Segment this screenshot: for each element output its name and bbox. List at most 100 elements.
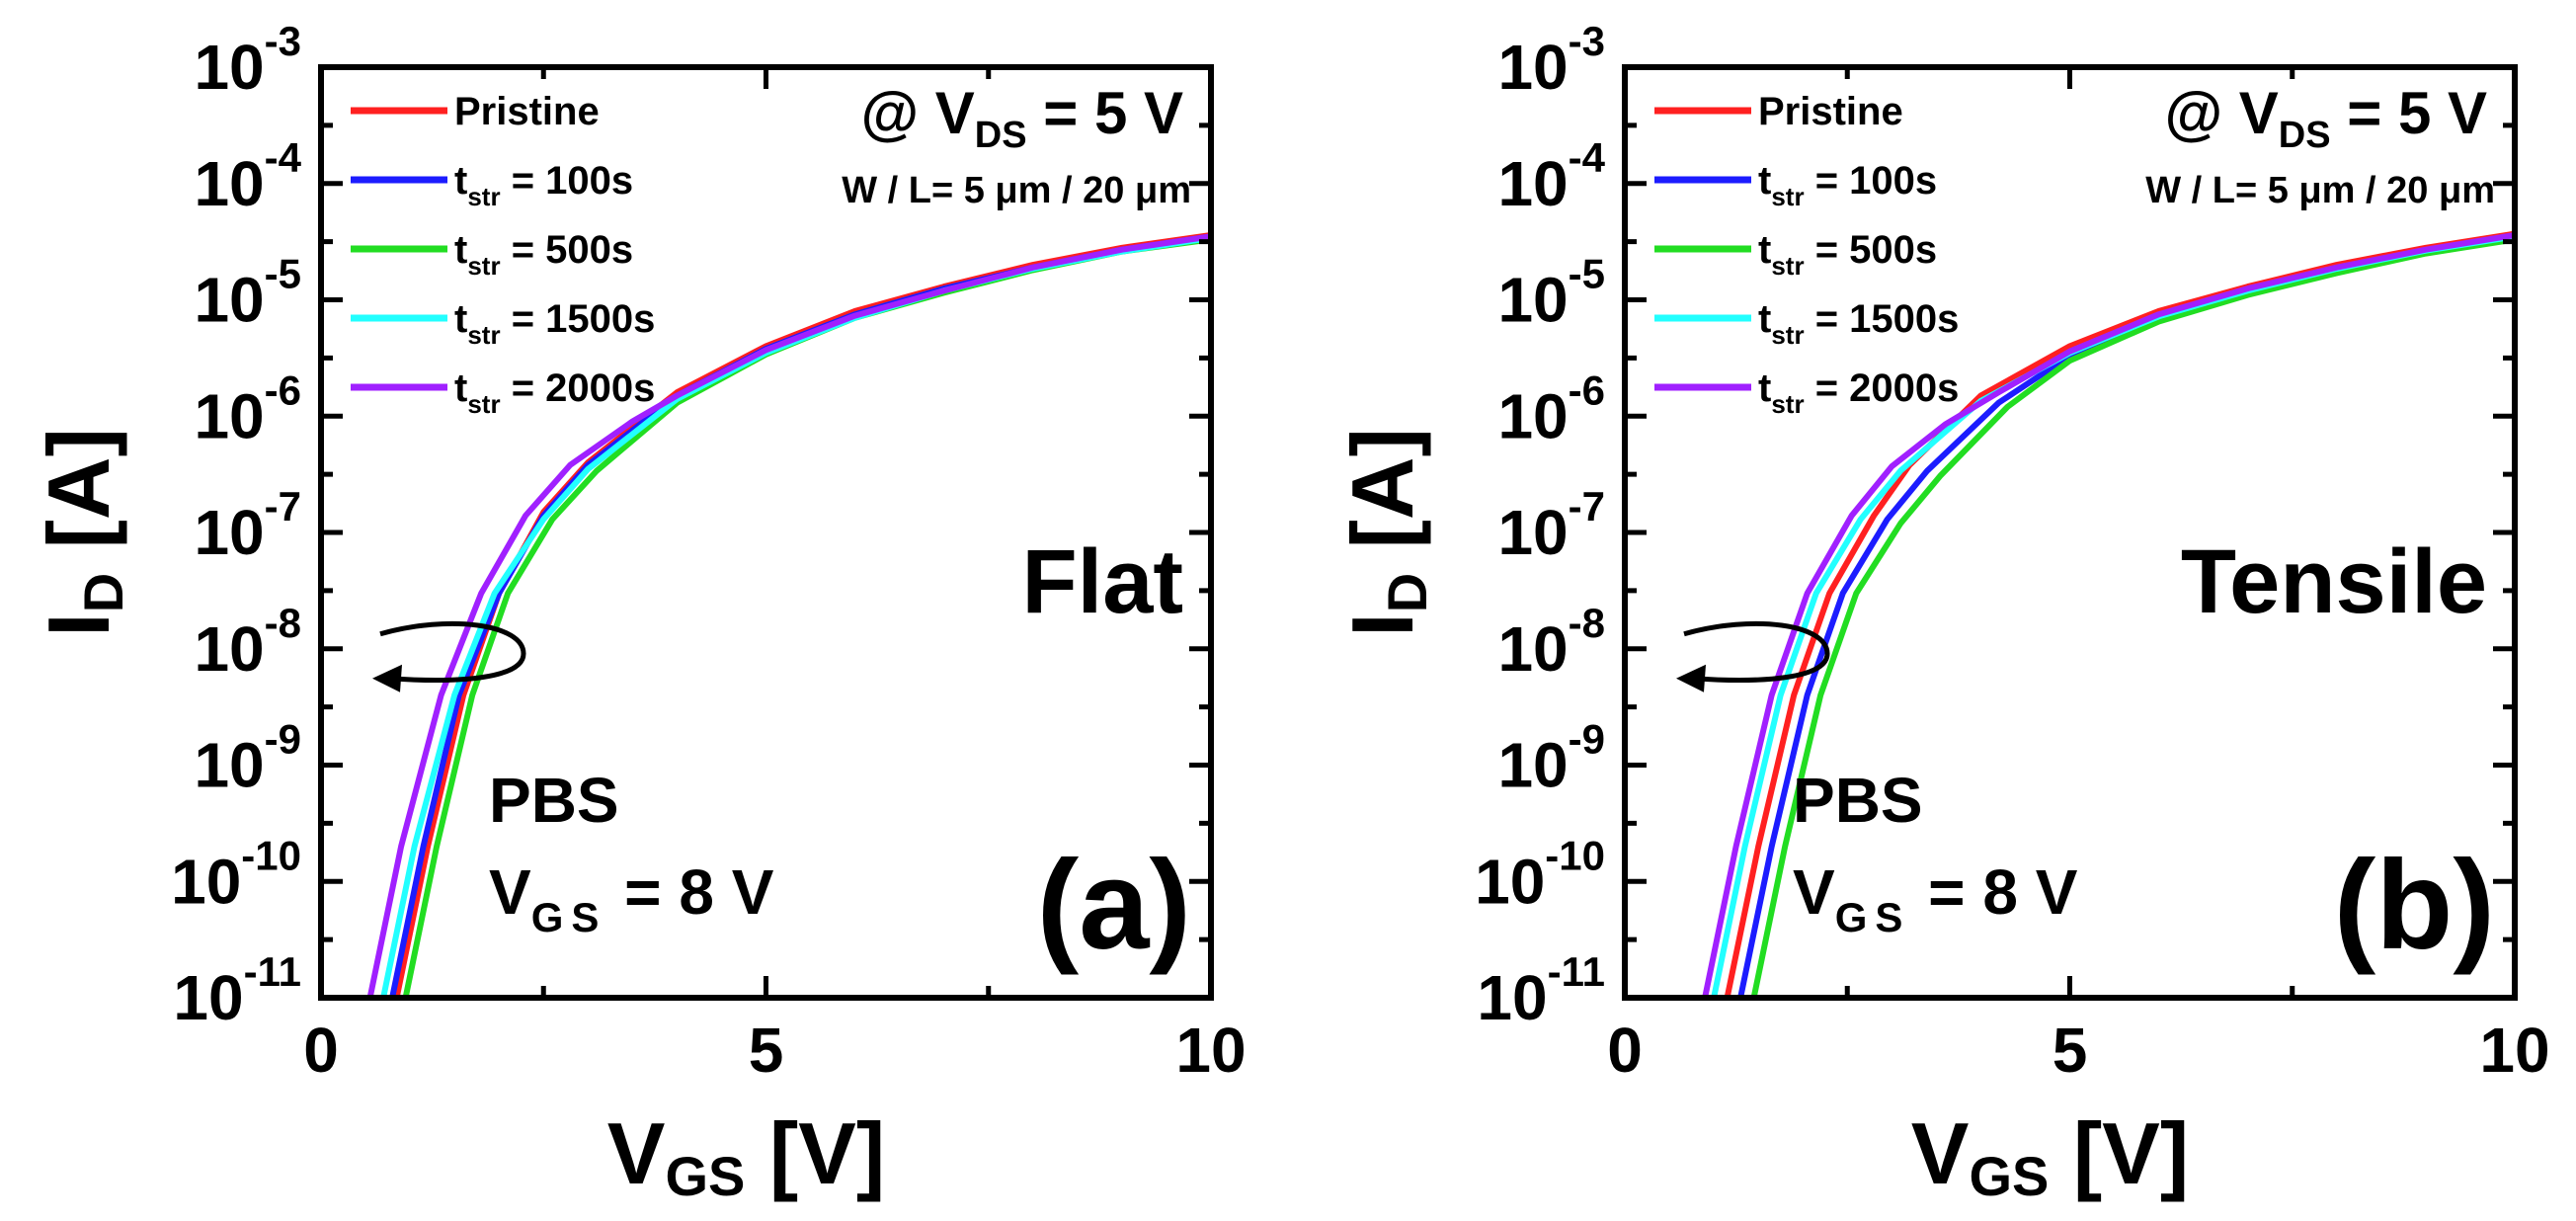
data-point bbox=[1898, 468, 1902, 472]
data-point bbox=[1806, 693, 1810, 697]
data-point bbox=[493, 592, 497, 596]
legend-label: tstr = 100s bbox=[1758, 159, 1937, 211]
legend: Pristine tstr = 100s tstr = 500s tstr = 150… bbox=[351, 90, 655, 419]
panel-label: (b) bbox=[2334, 835, 2495, 976]
x-tick-label: 0 bbox=[303, 1015, 339, 1086]
data-point bbox=[2157, 320, 2161, 323]
data-point bbox=[461, 693, 465, 697]
stress-bias-label: VGS = 8 V bbox=[489, 856, 774, 940]
y-tick-label: 10-4 bbox=[1497, 134, 1605, 219]
data-point bbox=[2335, 271, 2339, 275]
x-tick-label: 5 bbox=[749, 1015, 784, 1086]
data-point bbox=[440, 693, 443, 697]
legend-label: tstr = 100s bbox=[454, 159, 633, 211]
data-point bbox=[2424, 248, 2428, 252]
data-point bbox=[942, 288, 946, 292]
x-axis-label: VGS [V] bbox=[1911, 1104, 2189, 1207]
data-point bbox=[479, 592, 483, 596]
y-tick-label: 10-9 bbox=[1497, 716, 1605, 801]
geometry-annotation: W / L= 5 μm / 20 μm bbox=[842, 170, 1191, 211]
data-point bbox=[2068, 350, 2071, 354]
data-point bbox=[1814, 592, 1818, 596]
x-tick-label: 5 bbox=[2053, 1015, 2088, 1086]
legend-label: tstr = 1500s bbox=[1758, 297, 1959, 350]
data-point bbox=[1783, 845, 1787, 849]
data-point bbox=[853, 314, 857, 318]
data-point bbox=[1939, 473, 1943, 477]
data-point bbox=[2335, 266, 2339, 270]
data-point bbox=[1792, 693, 1796, 697]
condition-label: Flat bbox=[1021, 531, 1183, 632]
data-point bbox=[523, 514, 527, 518]
x-tick-label: 0 bbox=[1607, 1015, 1643, 1086]
data-point bbox=[452, 693, 456, 697]
data-point bbox=[1925, 468, 1929, 472]
bias-annotation: @ VDS = 5 V bbox=[2165, 80, 2487, 156]
y-tick-label: 10-6 bbox=[194, 366, 301, 451]
data-point bbox=[1886, 518, 1890, 522]
y-tick-label: 10-8 bbox=[194, 600, 301, 685]
data-point bbox=[550, 518, 554, 522]
data-point bbox=[1841, 592, 1845, 596]
legend-label: Pristine bbox=[1758, 90, 1903, 133]
data-point bbox=[2157, 312, 2161, 316]
data-point bbox=[1806, 592, 1810, 596]
data-point bbox=[1890, 464, 1893, 468]
y-tick-label: 10-10 bbox=[171, 832, 301, 917]
data-point bbox=[399, 845, 403, 849]
stress-bias-label: VGS = 8 V bbox=[1793, 856, 2078, 940]
data-point bbox=[595, 468, 599, 472]
shift-arrow-icon bbox=[372, 620, 526, 692]
data-point bbox=[1872, 514, 1876, 518]
data-point bbox=[1756, 845, 1760, 849]
data-point bbox=[1743, 845, 1747, 849]
data-point bbox=[1850, 514, 1854, 518]
data-point bbox=[1779, 693, 1783, 697]
y-tick-label: 10-7 bbox=[194, 483, 301, 568]
legend-label: tstr = 500s bbox=[454, 228, 633, 281]
chart-panel-b: 10-3 10-4 10-5 10-6 10-7 10-8 10-9 10-10 10-110 5… bbox=[1333, 18, 2550, 1207]
legend-label: Pristine bbox=[454, 90, 600, 133]
data-point bbox=[1120, 248, 1124, 252]
data-point bbox=[2246, 286, 2250, 290]
y-tick-label: 10-10 bbox=[1475, 832, 1605, 917]
data-point bbox=[1734, 845, 1738, 849]
condition-label: Tensile bbox=[2181, 531, 2487, 632]
x-tick-label: 10 bbox=[1175, 1015, 1246, 1086]
data-point bbox=[1898, 522, 1902, 526]
data-point bbox=[1978, 394, 1982, 397]
data-point bbox=[1854, 592, 1858, 596]
bias-annotation: @ VDS = 5 V bbox=[861, 80, 1183, 156]
data-point bbox=[457, 693, 461, 697]
y-tick-label: 10-11 bbox=[1477, 948, 1605, 1033]
data-point bbox=[586, 467, 590, 471]
data-point bbox=[506, 592, 510, 596]
data-point bbox=[1770, 845, 1774, 849]
legend-label: tstr = 1500s bbox=[454, 297, 655, 350]
data-point bbox=[1770, 693, 1774, 697]
geometry-annotation: W / L= 5 μm / 20 μm bbox=[2145, 170, 2495, 211]
y-tick-label: 10-9 bbox=[194, 716, 301, 801]
x-tick-label: 10 bbox=[2479, 1015, 2549, 1086]
data-point bbox=[2246, 293, 2250, 297]
data-point bbox=[541, 518, 545, 522]
data-point bbox=[1031, 266, 1035, 270]
y-tick-label: 10-3 bbox=[194, 18, 301, 103]
data-point bbox=[422, 845, 426, 849]
x-axis-label: VGS [V] bbox=[607, 1104, 885, 1207]
y-tick-label: 10-7 bbox=[1497, 483, 1605, 568]
data-point bbox=[1996, 390, 2000, 394]
data-point bbox=[765, 348, 767, 352]
y-tick-label: 10-6 bbox=[1497, 366, 1605, 451]
y-tick-label: 10-5 bbox=[194, 251, 301, 336]
y-tick-label: 10-11 bbox=[173, 948, 301, 1033]
data-point bbox=[2005, 405, 2009, 409]
data-point bbox=[675, 394, 679, 397]
data-point bbox=[1827, 592, 1831, 596]
y-tick-label: 10-3 bbox=[1497, 18, 1605, 103]
y-tick-label: 10-4 bbox=[194, 134, 301, 219]
data-point bbox=[426, 845, 430, 849]
data-point bbox=[568, 463, 572, 467]
data-point bbox=[630, 420, 634, 424]
